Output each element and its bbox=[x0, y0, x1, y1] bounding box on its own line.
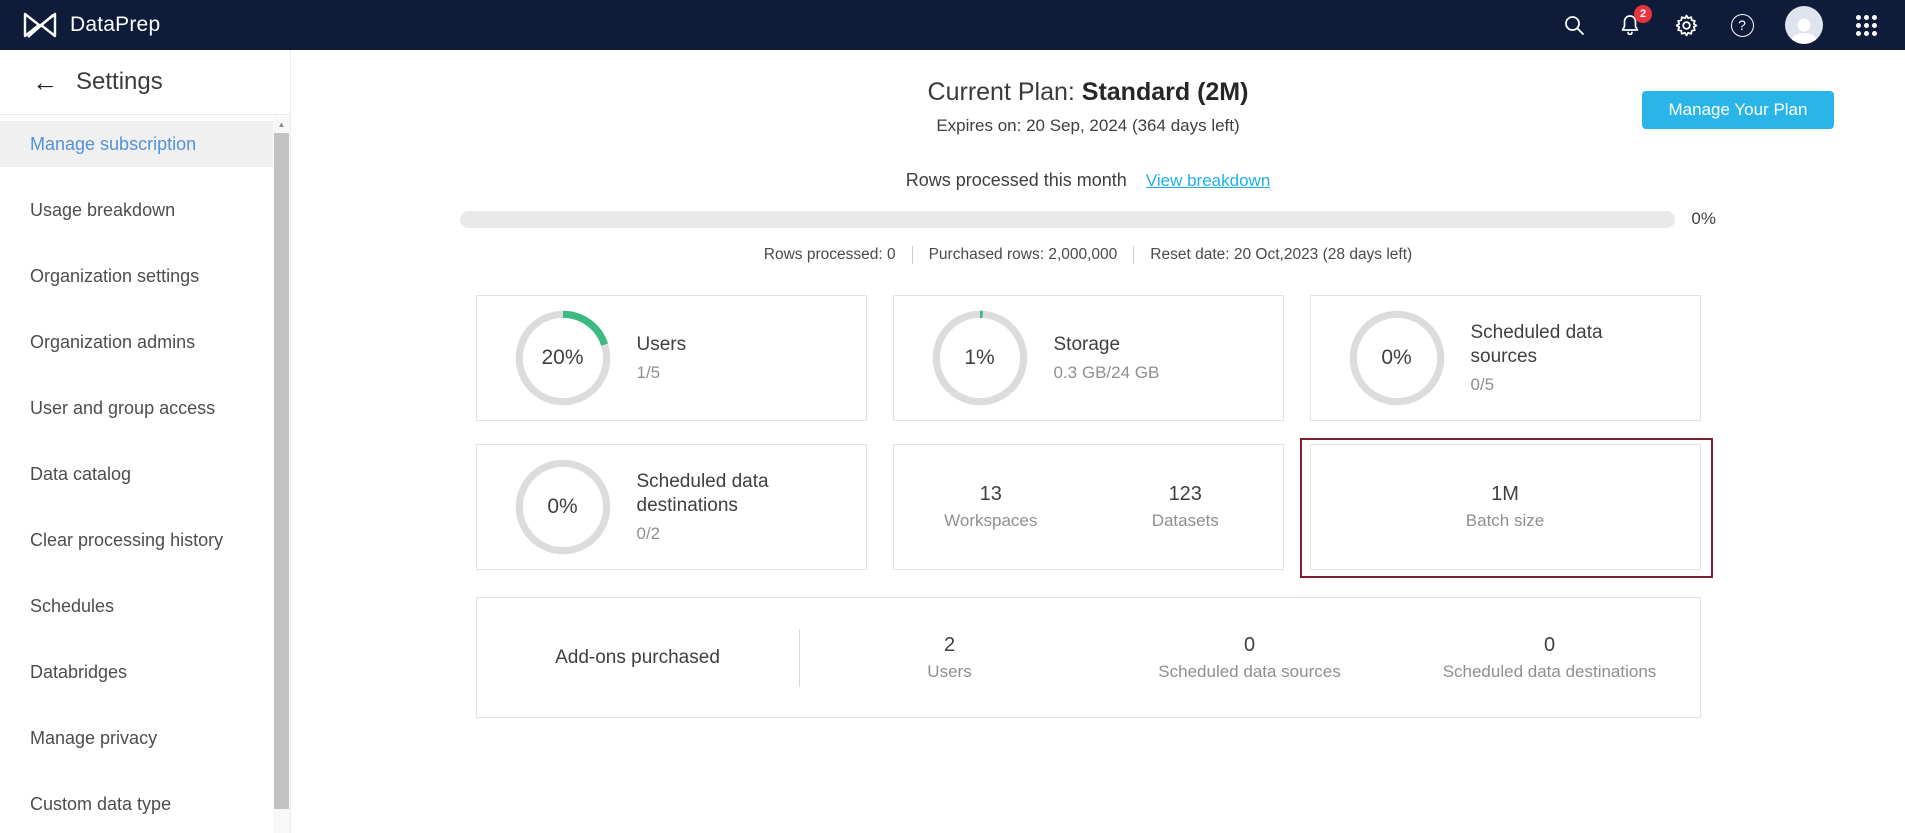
usage-ring: 1% bbox=[932, 310, 1028, 406]
topbar-actions: 2 ? bbox=[1561, 5, 1905, 44]
usage-cards-grid: 20% Users 1/5 1% Storage 0.3 GB/24 GB 0% Schedu… bbox=[475, 295, 1713, 578]
sidebar-item-custom-data-type[interactable]: Custom data type bbox=[30, 793, 172, 814]
stat-value: 1M bbox=[1491, 483, 1519, 505]
rows-stat: Reset date: 20 Oct,2023 (28 days left) bbox=[1133, 246, 1428, 264]
stat-column-workspaces: 13 Workspaces bbox=[894, 483, 1089, 531]
top-navbar: DataPrep 2 ? bbox=[0, 0, 1905, 50]
addons-stats: 2 Users 0 Scheduled data sources 0 Scheduled … bbox=[800, 634, 1700, 682]
sidebar-item-organization-settings[interactable]: Organization settings bbox=[30, 265, 200, 286]
usage-card-title: Scheduled data sources bbox=[1470, 322, 1603, 367]
usage-card-batch-size: 1M Batch size bbox=[1299, 438, 1713, 578]
sidebar-title: Settings bbox=[76, 68, 163, 95]
stat-label: Datasets bbox=[1151, 511, 1219, 530]
stat-value: 13 bbox=[979, 483, 1002, 505]
usage-card-scheduled-data-sources: 0% Scheduled data sources 0/5 bbox=[1309, 295, 1701, 421]
progress-percent-label: 0% bbox=[1691, 209, 1716, 228]
notification-badge: 2 bbox=[1634, 5, 1652, 23]
addon-stat-label: Scheduled data destinations bbox=[1442, 661, 1657, 681]
addons-title: Add-ons purchased bbox=[555, 646, 720, 668]
user-avatar[interactable] bbox=[1785, 6, 1823, 44]
sidebar-item-clear-processing-history[interactable]: Clear processing history bbox=[30, 529, 224, 550]
usage-ring: 0% bbox=[1349, 310, 1445, 406]
progress-bar bbox=[460, 210, 1676, 228]
sidebar-item-usage-breakdown[interactable]: Usage breakdown bbox=[30, 199, 176, 220]
usage-card-text: Scheduled data destinations 0/2 bbox=[637, 470, 837, 544]
sidebar-menu: Manage subscription Usage breakdown Organi… bbox=[0, 115, 290, 827]
sidebar-item-manage-privacy[interactable]: Manage privacy bbox=[30, 727, 158, 748]
plan-header: Current Plan: Standard (2M) Expires on: … bbox=[460, 50, 1716, 136]
addon-stat-value: 0 bbox=[1243, 633, 1256, 656]
stat-column-batch-size: 1M Batch size bbox=[1311, 483, 1700, 531]
usage-card-subtitle: 0/5 bbox=[1470, 374, 1495, 394]
notifications-bell-icon[interactable]: 2 bbox=[1617, 5, 1652, 38]
subscription-main: Manage Your Plan Current Plan: Standard … bbox=[291, 50, 1905, 833]
usage-ring: 0% bbox=[515, 459, 611, 555]
usage-card-scheduled-data-destinations: 0% Scheduled data destinations 0/2 bbox=[475, 444, 867, 570]
addon-stat-users: 2 Users bbox=[800, 634, 1100, 682]
stat-column-datasets: 123 Datasets bbox=[1088, 483, 1283, 531]
rows-processed-title: Rows processed this month bbox=[905, 170, 1127, 190]
settings-sidebar: ← Settings Manage subscription Usage brea… bbox=[0, 50, 291, 833]
stat-label: Workspaces bbox=[944, 511, 1038, 530]
ring-percent-label: 1% bbox=[964, 346, 995, 369]
rows-stat: Rows processed: 0 bbox=[763, 246, 896, 263]
rows-progress: 0% bbox=[460, 209, 1716, 229]
addon-stat-label: Scheduled data sources bbox=[1158, 661, 1341, 681]
ring-percent-label: 0% bbox=[1381, 346, 1412, 369]
plan-name: Standard (2M) bbox=[1081, 78, 1249, 106]
addons-card: Add-ons purchased 2 Users 0 Scheduled data … bbox=[475, 597, 1701, 718]
addon-stat-label: Users bbox=[927, 661, 972, 681]
ring-percent-label: 0% bbox=[547, 495, 578, 518]
sidebar-header: ← Settings bbox=[0, 50, 290, 115]
sidebar-item-user-and-group-access[interactable]: User and group access bbox=[30, 397, 216, 418]
addons-divider bbox=[798, 628, 800, 687]
help-icon[interactable]: ? bbox=[1729, 12, 1755, 38]
usage-ring: 20% bbox=[515, 310, 611, 406]
settings-gear-icon[interactable] bbox=[1673, 12, 1699, 38]
sidebar-scrollbar[interactable]: ▲ bbox=[273, 116, 290, 833]
addon-stat-value: 2 bbox=[943, 633, 956, 656]
brand-name: DataPrep bbox=[70, 13, 161, 36]
rows-stats-line: Rows processed: 0 Purchased rows: 2,000,0… bbox=[460, 246, 1716, 264]
scrollbar-thumb[interactable] bbox=[274, 133, 289, 809]
usage-card-subtitle: 1/5 bbox=[636, 362, 661, 382]
addon-stat-scheduled-data-destinations: 0 Scheduled data destinations bbox=[1400, 634, 1700, 682]
usage-card-text: Scheduled data sources 0/5 bbox=[1471, 321, 1671, 395]
usage-card-title: Users bbox=[636, 334, 687, 356]
search-icon[interactable] bbox=[1561, 12, 1587, 38]
dataprep-logo-icon bbox=[22, 10, 58, 40]
rows-processed-header: Rows processed this month View breakdown bbox=[460, 170, 1716, 191]
app-launcher-icon[interactable] bbox=[1853, 12, 1879, 38]
current-plan-title: Current Plan: Standard (2M) bbox=[927, 78, 1249, 106]
sidebar-item-data-catalog[interactable]: Data catalog bbox=[30, 463, 132, 484]
view-breakdown-link[interactable]: View breakdown bbox=[1145, 171, 1271, 190]
stat-columns: 13 Workspaces 123 Datasets bbox=[894, 483, 1283, 531]
brand[interactable]: DataPrep bbox=[0, 10, 160, 40]
scrollbar-up-arrow[interactable]: ▲ bbox=[277, 119, 286, 129]
back-arrow-icon[interactable]: ← bbox=[32, 67, 58, 97]
stat-value: 123 bbox=[1168, 483, 1202, 505]
addon-stat-scheduled-data-sources: 0 Scheduled data sources bbox=[1100, 634, 1400, 682]
sidebar-item-schedules[interactable]: Schedules bbox=[30, 595, 115, 616]
addon-stat-value: 0 bbox=[1543, 633, 1556, 656]
usage-card-title: Scheduled data destinations bbox=[636, 471, 769, 516]
usage-card-text: Storage 0.3 GB/24 GB bbox=[1054, 333, 1160, 383]
stat-label: Batch size bbox=[1465, 511, 1545, 530]
sidebar-item-databridges[interactable]: Databridges bbox=[30, 661, 128, 682]
ring-percent-label: 20% bbox=[541, 346, 584, 369]
rows-stat: Purchased rows: 2,000,000 bbox=[911, 246, 1134, 264]
usage-card-subtitle: 0.3 GB/24 GB bbox=[1053, 362, 1160, 382]
usage-card-title: Storage bbox=[1053, 334, 1121, 356]
usage-card-storage: 1% Storage 0.3 GB/24 GB bbox=[892, 295, 1284, 421]
sidebar-item-manage-subscription[interactable]: Manage subscription bbox=[0, 121, 274, 167]
usage-card-subtitle: 0/2 bbox=[636, 523, 661, 543]
plan-expiry: Expires on: 20 Sep, 2024 (364 days left) bbox=[936, 116, 1240, 135]
sidebar-item-organization-admins[interactable]: Organization admins bbox=[30, 331, 196, 352]
usage-card-users: 20% Users 1/5 bbox=[475, 295, 867, 421]
stat-columns: 1M Batch size bbox=[1311, 483, 1700, 531]
usage-card-workspaces-datasets: 13 Workspaces 123 Datasets bbox=[892, 444, 1284, 570]
usage-card-text: Users 1/5 bbox=[637, 333, 687, 383]
manage-plan-button[interactable]: Manage Your Plan bbox=[1642, 91, 1834, 129]
